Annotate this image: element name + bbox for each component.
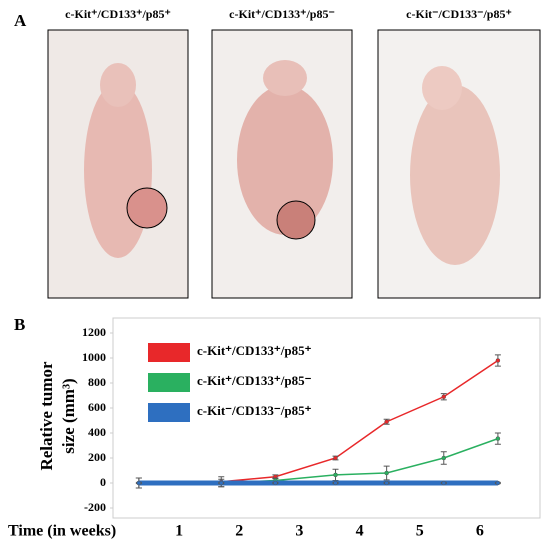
legend-label: c-Kit⁺/CD133⁺/p85⁺ xyxy=(197,343,312,358)
point xyxy=(219,480,224,486)
point xyxy=(273,480,278,486)
plot-frame xyxy=(112,317,541,519)
photo xyxy=(211,29,353,299)
point xyxy=(333,480,338,486)
y-tick-label: 1200 xyxy=(82,325,106,339)
y-axis-label: Relative tumor xyxy=(37,361,56,471)
x-tick-label: 3 xyxy=(295,523,303,540)
point xyxy=(136,480,142,486)
photo-caption: c-Kit⁺/CD133⁺/p85⁻ xyxy=(229,7,335,21)
x-tick-label: 6 xyxy=(476,523,484,540)
x-tick-label: 5 xyxy=(416,523,424,540)
y-tick-label: 0 xyxy=(100,475,106,489)
point xyxy=(495,436,501,441)
legend-label: c-Kit⁻/CD133⁻/p85⁺ xyxy=(197,403,312,418)
x-tick-label: 2 xyxy=(235,523,243,540)
photo xyxy=(47,29,189,299)
photo-caption: c-Kit⁻/CD133⁻/p85⁺ xyxy=(406,7,512,21)
y-tick-label: 800 xyxy=(88,375,106,389)
point xyxy=(333,472,338,478)
y-tick-label: 400 xyxy=(88,425,106,439)
y-tick-label: 600 xyxy=(88,400,106,414)
x-tick-label: 4 xyxy=(356,523,364,540)
y-tick-label: 200 xyxy=(88,450,106,464)
point xyxy=(333,455,338,461)
panel-label: A xyxy=(14,11,27,30)
legend-swatch xyxy=(148,343,190,362)
point xyxy=(384,480,389,486)
point xyxy=(384,419,389,424)
x-tick-label: 1 xyxy=(175,523,183,540)
legend-swatch xyxy=(148,373,190,392)
point xyxy=(441,394,447,399)
photo xyxy=(377,29,541,299)
y-tick-label: 1000 xyxy=(82,350,106,364)
photo-caption: c-Kit⁺/CD133⁺/p85⁺ xyxy=(65,7,171,21)
legend-label: c-Kit⁺/CD133⁺/p85⁻ xyxy=(197,373,312,388)
legend-swatch xyxy=(148,403,190,422)
point xyxy=(441,455,447,461)
point xyxy=(495,480,501,486)
point xyxy=(441,480,447,486)
y-tick-label: -200 xyxy=(84,500,106,514)
point xyxy=(384,470,389,476)
panel-label: B xyxy=(14,315,25,334)
x-axis-label: Time (in weeks) xyxy=(8,523,116,540)
y-axis-label: size (mm³) xyxy=(59,378,78,453)
point xyxy=(495,358,501,363)
